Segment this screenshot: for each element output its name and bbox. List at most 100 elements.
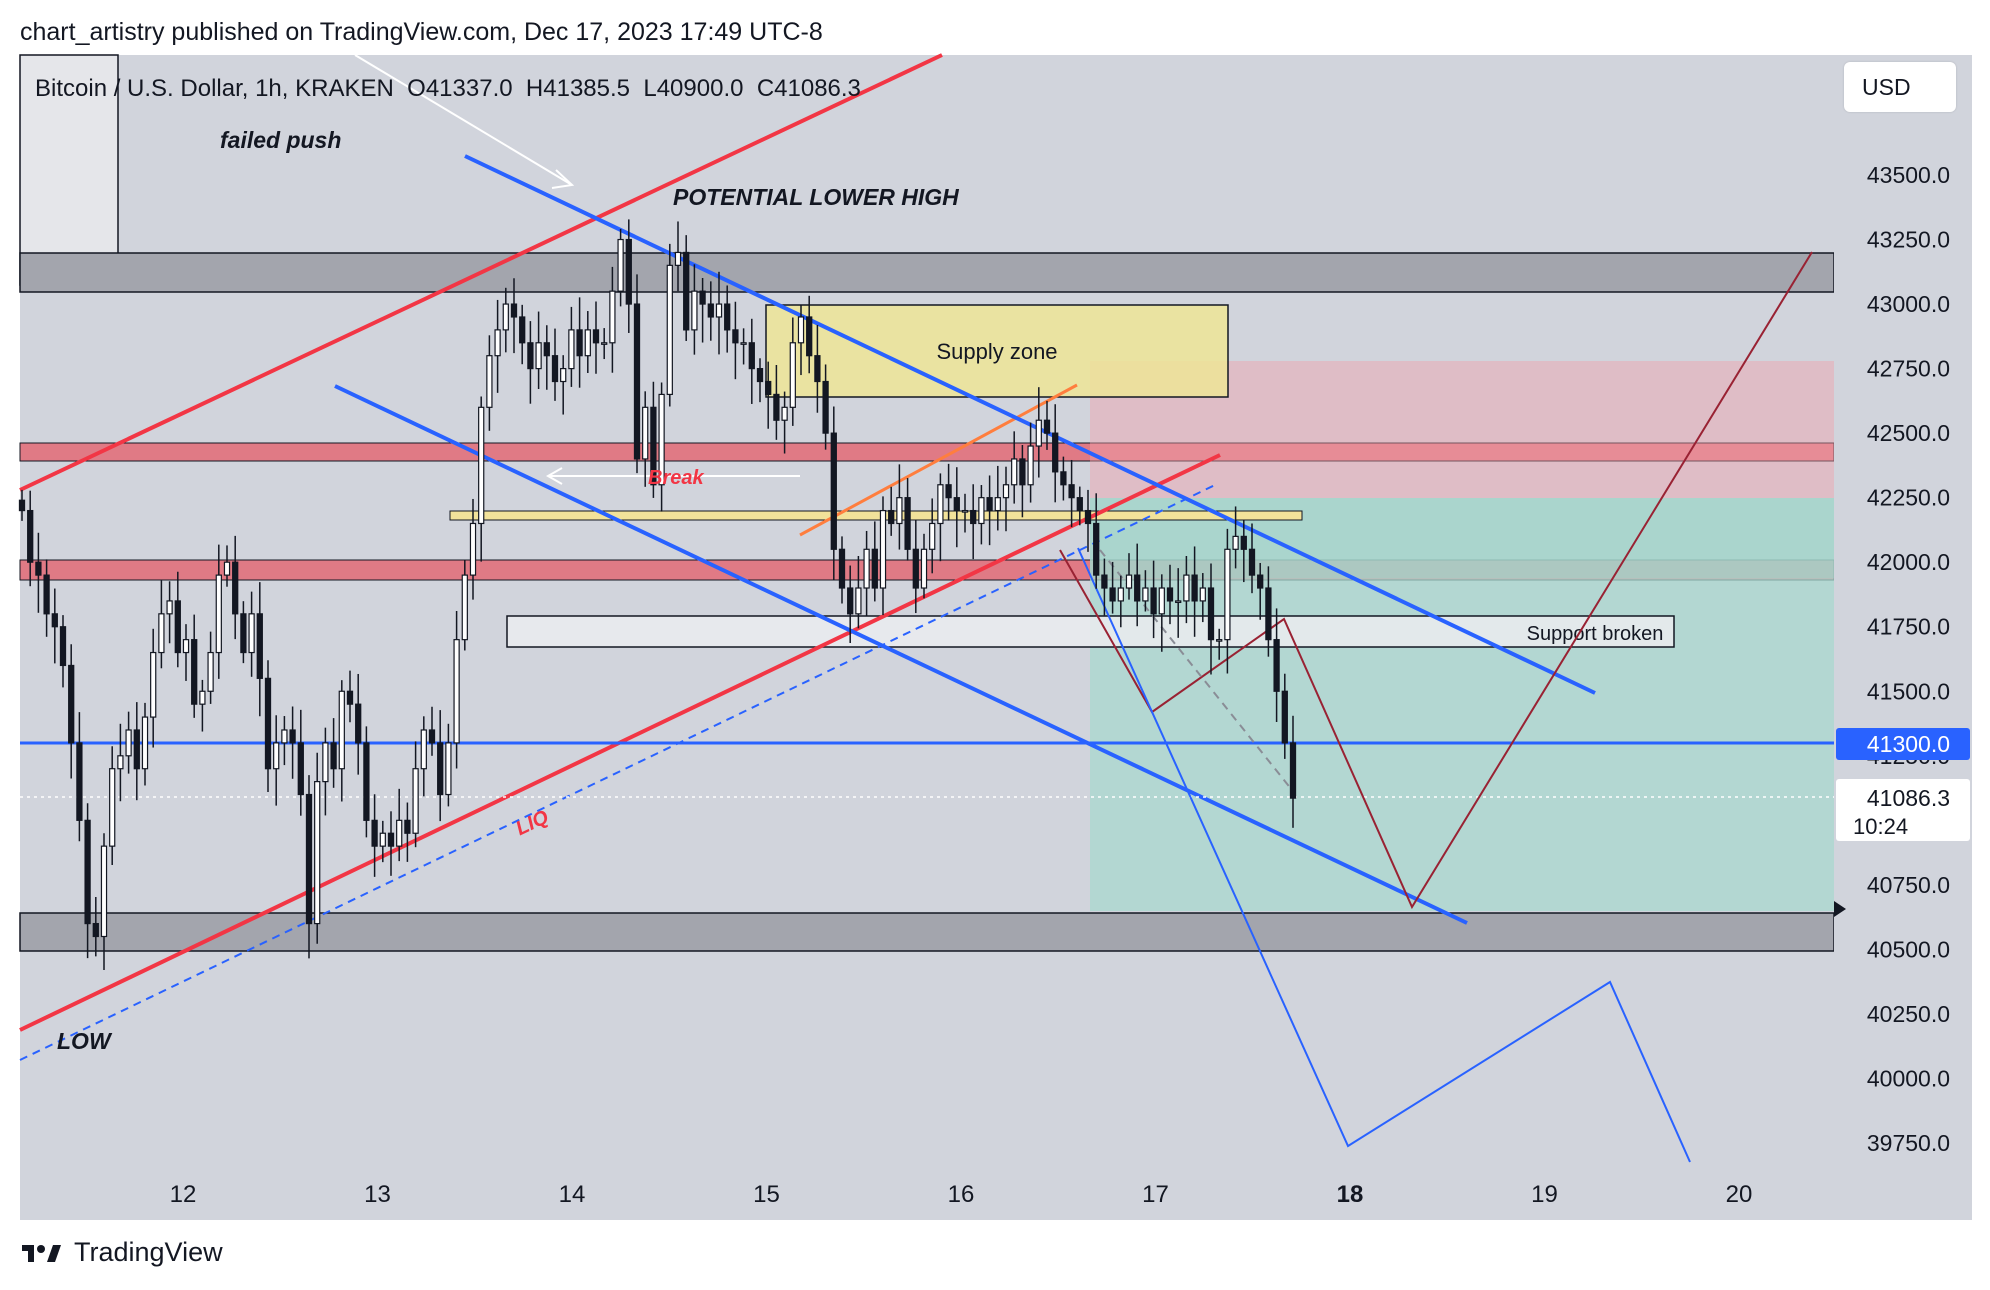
candle-body: [355, 703, 362, 744]
candle-body: [773, 393, 780, 421]
candle-body: [1117, 587, 1124, 602]
gray-zone-top: [19, 252, 1835, 293]
ohlc-legend: Bitcoin / U.S. Dollar, 1h, KRAKEN O41337…: [35, 75, 861, 103]
x-tick-label: 20: [1726, 1181, 1753, 1208]
candle-body: [797, 316, 805, 344]
candle-body: [264, 677, 272, 770]
candle-body: [1019, 458, 1026, 486]
candle-body: [182, 639, 190, 654]
candle-body: [420, 729, 427, 770]
close-value: C41086.3: [756, 75, 861, 102]
candle-body: [502, 303, 509, 331]
candle-body: [1043, 419, 1051, 434]
candle-body: [232, 561, 239, 615]
price-axis: [1834, 55, 1972, 1220]
candle-body: [1289, 742, 1297, 799]
y-tick-label: 42500.0: [1867, 420, 1950, 446]
candle-body: [305, 793, 313, 925]
footer-brand[interactable]: TradingView: [74, 1237, 223, 1267]
candles-group: [18, 219, 1297, 971]
candle-body: [1191, 574, 1198, 602]
candle-body: [125, 729, 132, 757]
failed-push-arrow: [354, 54, 573, 186]
candle-body: [256, 613, 263, 679]
x-tick-label: 16: [948, 1181, 975, 1208]
candle-body: [43, 574, 50, 615]
candle-body: [84, 819, 91, 925]
candle-body: [650, 406, 657, 486]
currency-button[interactable]: USD: [1844, 62, 1956, 112]
candle-body: [740, 342, 747, 345]
candle-body: [642, 406, 649, 460]
candle-body: [100, 845, 108, 938]
candle-body: [1158, 587, 1165, 615]
candle-body: [847, 587, 854, 615]
candle-body: [314, 781, 321, 925]
candle-body: [207, 651, 214, 692]
candle-body: [822, 380, 829, 434]
axis-arrow-marker: [1834, 901, 1846, 917]
candle-body: [970, 509, 977, 525]
candle-body: [871, 548, 878, 589]
supply-zone: [765, 304, 1229, 398]
candle-body: [978, 497, 985, 525]
candle-body: [765, 380, 772, 396]
candle-body: [994, 497, 1001, 512]
candle-body: [1232, 535, 1239, 550]
candle-body: [888, 509, 895, 525]
candle-body: [240, 613, 247, 654]
candle-body: [1183, 574, 1190, 602]
candle-body: [141, 716, 149, 770]
candle-body: [35, 561, 42, 576]
candle-body: [953, 497, 960, 512]
candle-body: [1199, 587, 1206, 602]
candle-body: [658, 393, 665, 486]
y-tick-label: 42250.0: [1867, 485, 1950, 511]
candle-body: [494, 329, 501, 357]
candle-body: [617, 238, 624, 292]
candle-body: [519, 316, 526, 344]
footer: TradingView: [20, 1237, 223, 1268]
position-entry-band: [1090, 498, 1834, 578]
blue-level-price-label: [1836, 728, 1970, 760]
candle-body: [281, 729, 288, 744]
candle-body: [18, 499, 26, 512]
y-tick-label: 41500.0: [1867, 678, 1950, 704]
candle-body: [1109, 587, 1116, 602]
candle-body: [1257, 574, 1264, 589]
candle-body: [289, 729, 296, 744]
supply-zone-label: Supply zone: [936, 339, 1057, 364]
y-tick-label: 40500.0: [1867, 936, 1950, 962]
x-tick-label: 19: [1531, 1181, 1558, 1208]
candle-body: [986, 497, 993, 512]
break-arrowhead: [545, 467, 563, 485]
candle-body: [756, 368, 764, 383]
tradingview-logo-icon[interactable]: [20, 1242, 64, 1264]
potential-lower-high-label: POTENTIAL LOWER HIGH: [673, 184, 959, 210]
candle-body: [1216, 639, 1223, 642]
candle-body: [625, 238, 632, 305]
candle-body: [273, 742, 280, 770]
red-channel-top: [19, 53, 943, 492]
last-price-box: [1836, 779, 1970, 841]
candle-body: [379, 832, 386, 847]
candle-body: [1068, 484, 1075, 499]
candle-body: [453, 639, 460, 744]
blue-projection: [1077, 547, 1691, 1163]
candle-body: [576, 329, 583, 357]
y-tick-label: 39750.0: [1867, 1130, 1950, 1156]
candle-body: [461, 574, 468, 641]
candle-body: [527, 342, 534, 370]
last-price-text: 41086.3: [1867, 785, 1950, 811]
candle-body: [215, 574, 222, 654]
candle-body: [248, 613, 255, 654]
candle-body: [781, 406, 788, 421]
candle-body: [191, 639, 198, 705]
candle-body: [666, 264, 673, 396]
candle-body: [707, 303, 714, 318]
candle-body: [1265, 587, 1272, 641]
candle-body: [748, 342, 755, 370]
candle-body: [1052, 432, 1059, 473]
candle-body: [158, 613, 165, 654]
